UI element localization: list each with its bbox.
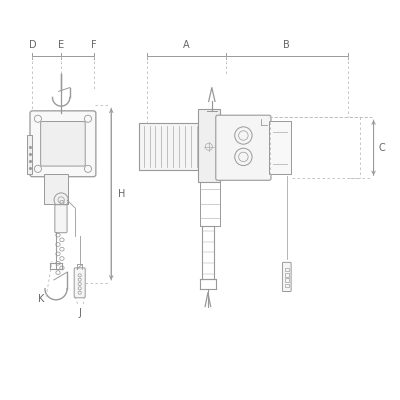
Bar: [198, 109, 220, 182]
Bar: [285, 284, 289, 287]
Bar: [44, 174, 68, 204]
Bar: [285, 268, 289, 271]
Bar: [285, 273, 289, 276]
Bar: [269, 121, 291, 174]
FancyBboxPatch shape: [282, 262, 291, 292]
FancyBboxPatch shape: [30, 111, 96, 177]
Bar: [139, 123, 204, 170]
Text: E: E: [58, 40, 64, 50]
FancyBboxPatch shape: [55, 205, 67, 233]
FancyBboxPatch shape: [74, 268, 85, 298]
Bar: [285, 278, 289, 282]
Bar: [27, 135, 32, 174]
FancyBboxPatch shape: [41, 122, 85, 166]
Text: C: C: [378, 143, 385, 153]
Text: A: A: [183, 40, 190, 50]
Text: J: J: [78, 308, 81, 318]
Text: F: F: [91, 40, 96, 50]
Text: B: B: [284, 40, 290, 50]
FancyBboxPatch shape: [216, 115, 271, 180]
Text: D: D: [28, 40, 36, 50]
Text: H: H: [118, 189, 126, 199]
Text: K: K: [38, 294, 44, 304]
